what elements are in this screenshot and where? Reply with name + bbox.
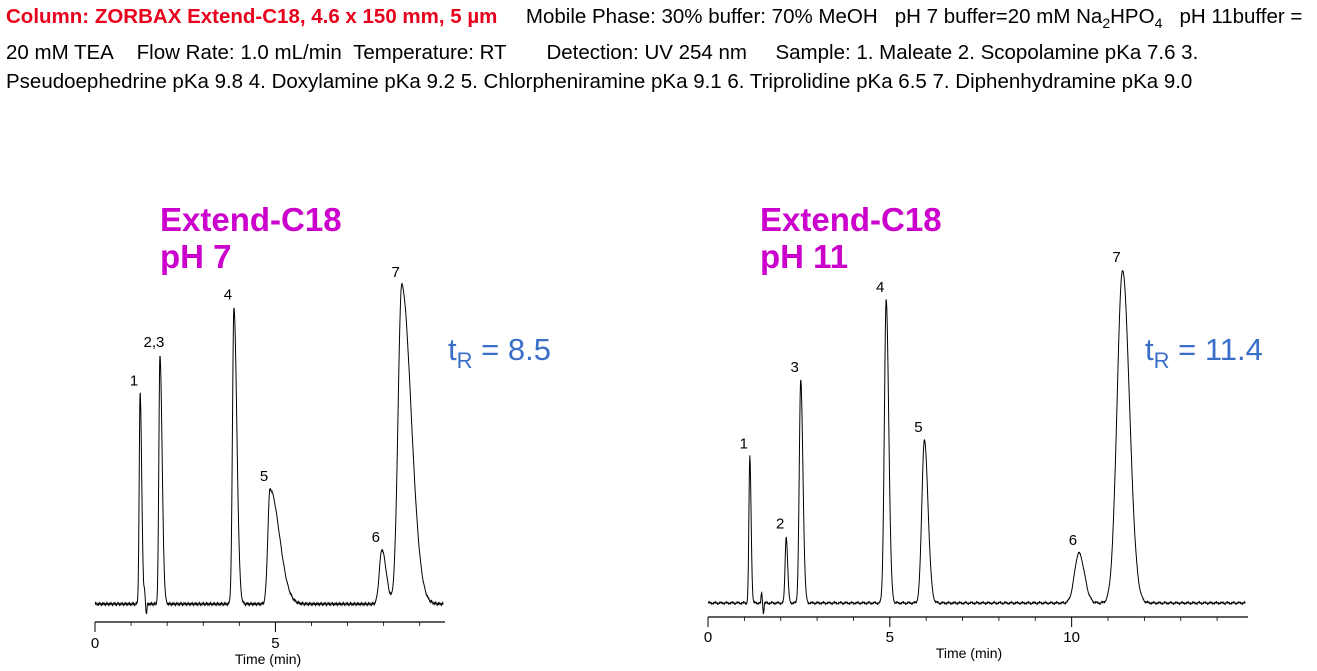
peak-label: 5 bbox=[914, 419, 922, 436]
ph7-buffer: pH 7 buffer=20 mM bbox=[894, 5, 1071, 28]
peak-label: 2,3 bbox=[144, 334, 165, 351]
retention-time-ph7: tR = 8.5 bbox=[448, 332, 551, 373]
x-tick-label: 10 bbox=[1063, 629, 1080, 646]
peak-label: 2 bbox=[776, 515, 784, 532]
chromatogram-1: 0 5 10 Time (min) 1 2 3 4 5 6 7 bbox=[704, 249, 1248, 661]
peak-label: 3 bbox=[791, 359, 799, 376]
x-tick-label: 5 bbox=[886, 629, 894, 646]
panel-title-line2: pH 11 bbox=[760, 238, 849, 275]
peak-label: 1 bbox=[130, 372, 138, 389]
panel-title-ph11: Extend-C18 pH 11 bbox=[760, 201, 942, 275]
peak-label: 7 bbox=[1112, 249, 1120, 266]
sample-list: Sample: 1. Maleate 2. Scopolamine pKa 7.… bbox=[6, 41, 1199, 94]
peak-label: 6 bbox=[1069, 532, 1077, 549]
method-header: Column: ZORBAX Extend-C18, 4.6 x 150 mm,… bbox=[6, 2, 1311, 96]
x-axis-title: Time (min) bbox=[936, 645, 1002, 661]
panel-title-ph7: Extend-C18 pH 7 bbox=[160, 201, 342, 275]
panel-title-line1: Extend-C18 bbox=[160, 201, 342, 238]
flow-rate: Flow Rate: 1.0 mL/min bbox=[136, 41, 342, 65]
temperature: Temperature: RT bbox=[353, 41, 507, 65]
peak-label: 4 bbox=[876, 279, 884, 296]
panel-title-line1: Extend-C18 bbox=[760, 201, 942, 238]
panel-title-line2: pH 7 bbox=[160, 238, 232, 275]
peak-label: 4 bbox=[224, 286, 232, 303]
peak-label: 5 bbox=[260, 468, 268, 485]
retention-time-ph11: tR = 11.4 bbox=[1145, 332, 1263, 373]
mobile-phase: Mobile Phase: 30% buffer: 70% MeOH bbox=[525, 5, 878, 28]
buffer-salt: Na2HPO4 bbox=[1076, 5, 1163, 32]
ph11-buffer: pH 11buffer = 20 mM TEA bbox=[6, 5, 1303, 65]
chromatogram-trace bbox=[94, 282, 444, 615]
detection: Detection: UV 254 nm bbox=[546, 41, 747, 65]
x-tick-label: 0 bbox=[91, 635, 99, 652]
chromatogram-trace bbox=[707, 269, 1246, 615]
peak-label: 6 bbox=[372, 529, 380, 546]
x-axis-title: Time (min) bbox=[235, 651, 301, 667]
peak-label: 1 bbox=[740, 435, 748, 452]
peak-label: 7 bbox=[392, 264, 400, 281]
x-tick-label: 5 bbox=[271, 635, 279, 652]
x-tick-label: 0 bbox=[704, 629, 712, 646]
column-label: Column: ZORBAX Extend-C18, 4.6 x 150 mm,… bbox=[6, 5, 498, 28]
